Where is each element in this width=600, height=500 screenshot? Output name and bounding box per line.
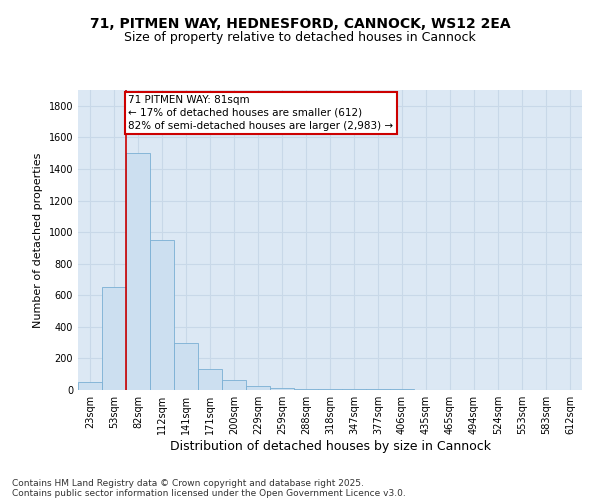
Bar [222, 380, 246, 390]
Bar [294, 388, 318, 390]
Text: 71 PITMEN WAY: 81sqm
← 17% of detached houses are smaller (612)
82% of semi-deta: 71 PITMEN WAY: 81sqm ← 17% of detached h… [128, 94, 394, 131]
Text: 71, PITMEN WAY, HEDNESFORD, CANNOCK, WS12 2EA: 71, PITMEN WAY, HEDNESFORD, CANNOCK, WS1… [89, 18, 511, 32]
Bar [318, 389, 342, 390]
Bar [246, 386, 270, 390]
Bar [102, 288, 126, 390]
Bar [198, 370, 222, 390]
Bar [78, 382, 102, 390]
Bar [342, 389, 366, 390]
Text: Contains public sector information licensed under the Open Government Licence v3: Contains public sector information licen… [12, 488, 406, 498]
Y-axis label: Number of detached properties: Number of detached properties [33, 152, 43, 328]
Bar [174, 344, 198, 390]
Bar [150, 240, 174, 390]
Bar [270, 388, 294, 390]
Text: Contains HM Land Registry data © Crown copyright and database right 2025.: Contains HM Land Registry data © Crown c… [12, 478, 364, 488]
Bar [126, 153, 150, 390]
X-axis label: Distribution of detached houses by size in Cannock: Distribution of detached houses by size … [170, 440, 491, 453]
Bar [390, 389, 414, 390]
Text: Size of property relative to detached houses in Cannock: Size of property relative to detached ho… [124, 31, 476, 44]
Bar [366, 389, 390, 390]
